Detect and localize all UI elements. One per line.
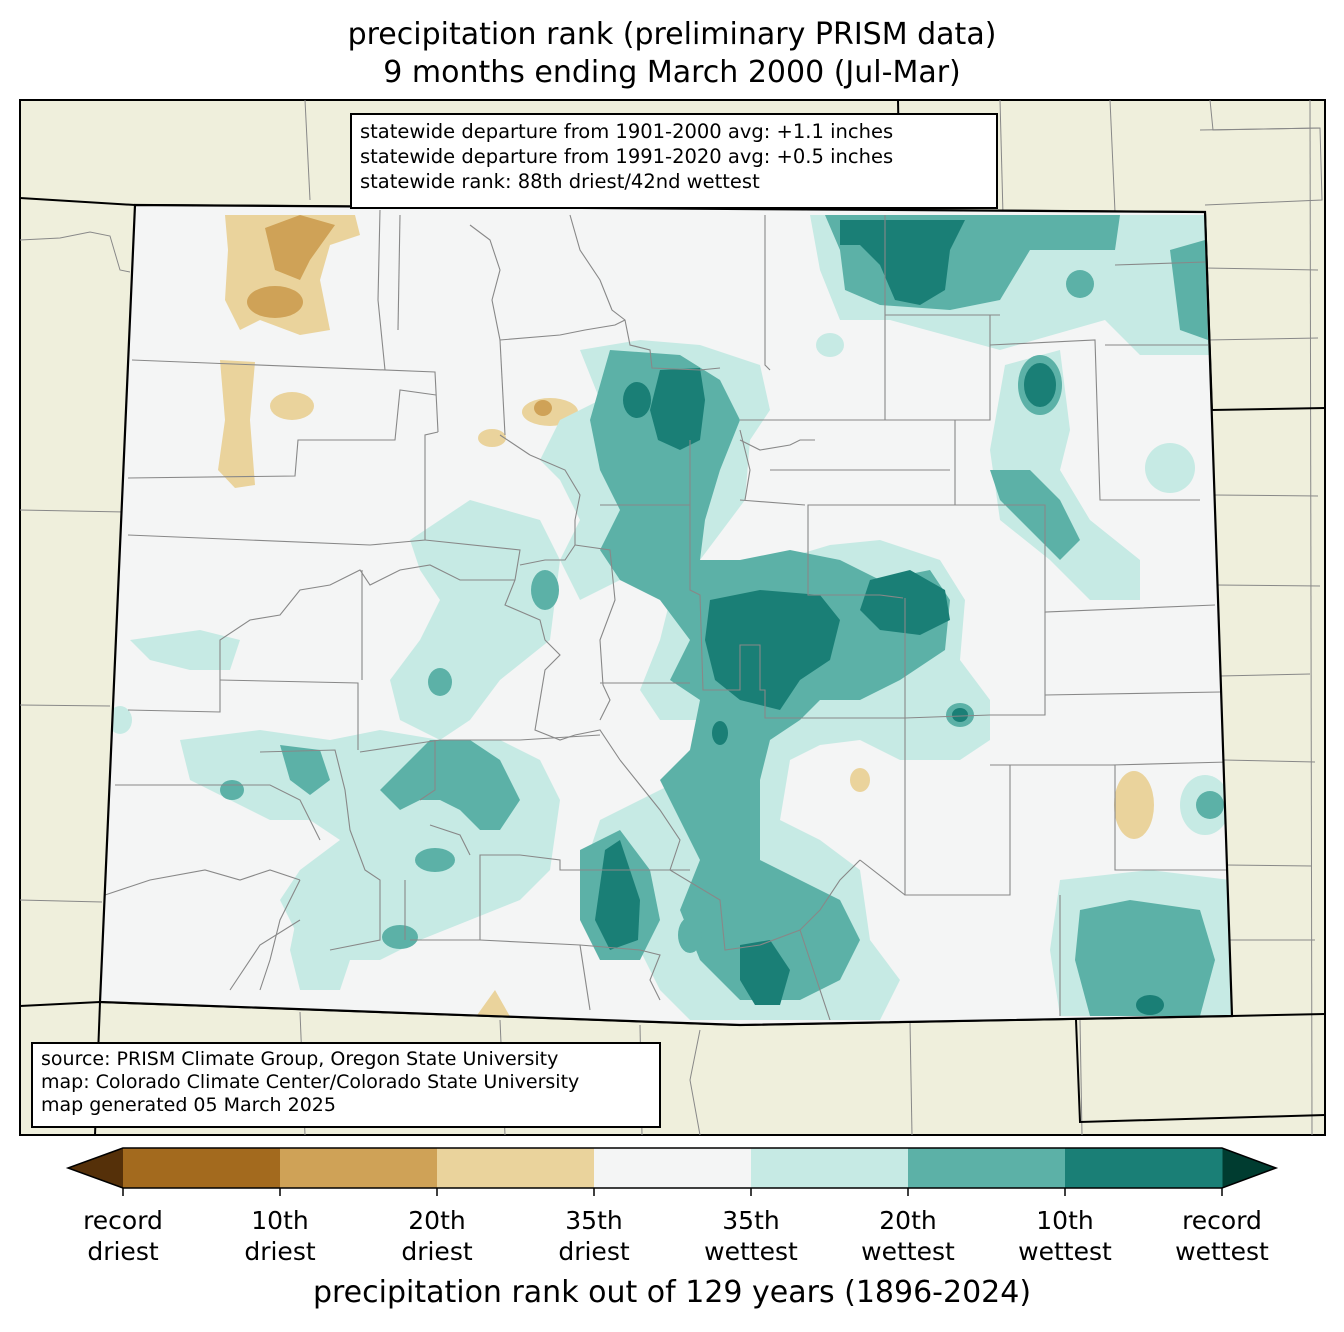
colorbar-tick-label: 20th wettest [861,1206,955,1266]
county-lines [104,209,1229,1021]
colorbar-segment [280,1148,438,1188]
colorbar-tick-label: 10th wettest [1018,1206,1112,1266]
credits-box: source: PRISM Climate Group, Oregon Stat… [31,1042,661,1128]
colorbar-tick-label: 10th driest [244,1206,316,1266]
colorbar-tick-label: 35th driest [558,1206,630,1266]
statewide-stats-box: statewide departure from 1901-2000 avg: … [350,113,998,209]
colorbar-segment [1065,1148,1223,1188]
colorbar-segment [123,1148,281,1188]
neighbor-county-lines [20,100,1325,1135]
colorado-border [98,203,1234,1027]
colorbar [65,1147,1279,1196]
credits-line-2: map: Colorado Climate Center/Colorado St… [41,1071,580,1093]
credits-line-1: source: PRISM Climate Group, Oregon Stat… [41,1048,559,1070]
colorbar-segment [437,1148,595,1188]
colorbar-tick-label: 35th wettest [704,1206,798,1266]
colorbar-segment [594,1148,752,1188]
colorbar-segment [751,1148,909,1188]
colorbar-title: precipitation rank out of 129 years (189… [312,1275,1032,1310]
colorbar-tick-label: 20th driest [401,1206,473,1266]
colorbar-tick-label: record wettest [1175,1206,1269,1266]
colorbar-tick-label: record driest [83,1206,163,1266]
credits-line-3: map generated 05 March 2025 [41,1094,336,1116]
stats-line-1: statewide departure from 1901-2000 avg: … [360,120,894,143]
map-subtitle: 9 months ending March 2000 (Jul-Mar) [383,55,961,90]
map-title: precipitation rank (preliminary PRISM da… [347,17,997,52]
stats-line-2: statewide departure from 1991-2020 avg: … [360,145,894,168]
colorbar-extend-high [1222,1148,1276,1188]
stats-line-3: statewide rank: 88th driest/42nd wettest [360,170,760,193]
colorbar-extend-low [68,1148,123,1188]
colorbar-segment [908,1148,1066,1188]
